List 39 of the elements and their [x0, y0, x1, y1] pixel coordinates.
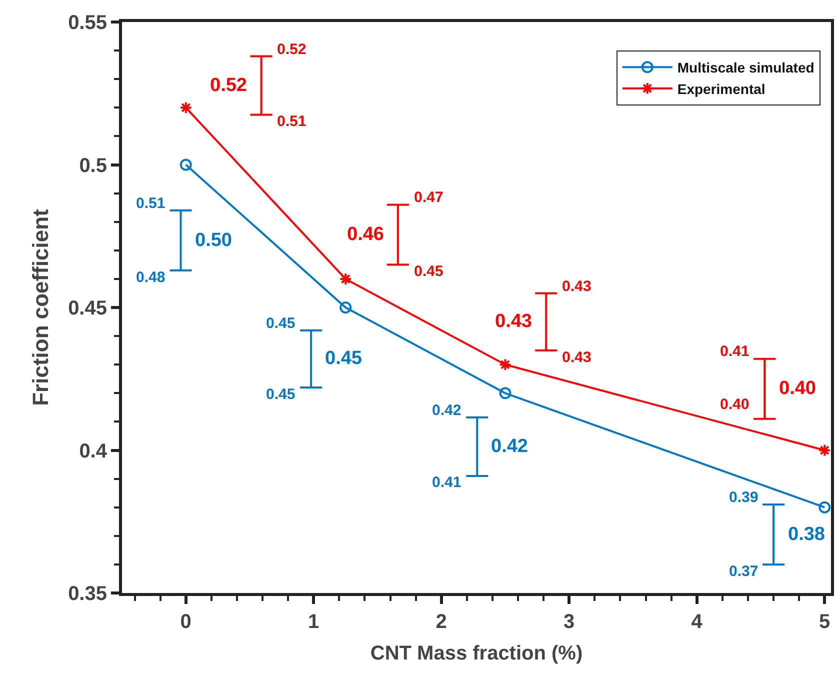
- y-tick-label: 0.4: [79, 440, 108, 462]
- x-tick-label: 4: [691, 611, 704, 633]
- x-tick-label: 1: [308, 611, 320, 633]
- annotation: 0.41: [432, 474, 462, 491]
- annotation: 0.43: [495, 311, 532, 332]
- x-axis-title: CNT Mass fraction (%): [370, 642, 583, 664]
- annotation: 0.45: [266, 315, 296, 332]
- annotation: 0.51: [136, 195, 166, 212]
- y-tick-label: 0.45: [68, 298, 107, 320]
- annotation: 0.42: [432, 402, 462, 419]
- annotation: 0.40: [720, 396, 750, 413]
- x-tick-label: 0: [180, 611, 192, 633]
- annotation: 0.50: [195, 230, 232, 251]
- annotation: 0.40: [779, 378, 816, 399]
- y-tick-label: 0.55: [68, 12, 107, 34]
- annotation: 0.39: [729, 489, 758, 506]
- annotation: 0.45: [266, 386, 296, 403]
- annotation: 0.43: [562, 349, 592, 366]
- annotation: 0.46: [347, 224, 384, 245]
- annotation: 0.41: [720, 343, 750, 360]
- x-tick-label: 5: [819, 611, 830, 633]
- annotation: 0.38: [788, 524, 825, 545]
- legend-label: Multiscale simulated: [677, 60, 814, 76]
- annotation: 0.47: [414, 189, 444, 206]
- legend-label: Experimental: [677, 80, 766, 97]
- y-tick-label: 0.5: [79, 154, 107, 177]
- annotation: 0.51: [277, 113, 306, 130]
- x-tick-label: 2: [436, 611, 447, 633]
- y-tick-label: 0.35: [68, 583, 107, 605]
- annotation: 0.45: [414, 263, 444, 280]
- annotation: 0.43: [562, 278, 592, 295]
- annotation: 0.48: [136, 269, 166, 286]
- annotation: 0.37: [729, 563, 758, 580]
- annotation: 0.52: [210, 75, 247, 96]
- annotation: 0.45: [325, 348, 362, 369]
- annotation: 0.42: [491, 436, 528, 457]
- y-axis-title: Friction coefficient: [28, 208, 53, 406]
- x-tick-label: 3: [564, 611, 575, 633]
- annotation: 0.52: [277, 41, 306, 58]
